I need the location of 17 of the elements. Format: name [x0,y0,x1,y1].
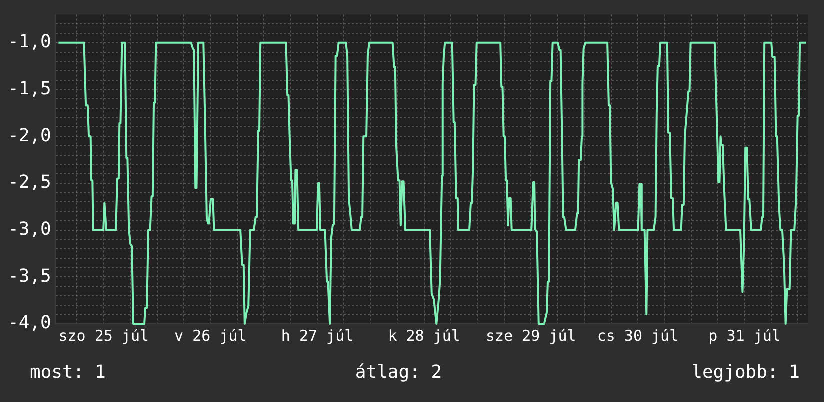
y-tick-label: -2,5 [8,172,52,194]
y-tick-label: -2,0 [8,125,52,146]
y-tick-label: -4,0 [8,312,52,334]
y-tick-label: -3,0 [8,218,52,240]
x-tick-label: cs 30 júl [597,326,679,345]
x-tick-label: p 31 júl [708,326,781,345]
x-tick-label: h 27 júl [281,326,354,345]
text: most: 1 [30,362,106,383]
text: átlag: 2 [355,362,442,383]
y-tick-label: -1,0 [8,32,52,53]
y-tick-label: -3,5 [8,266,52,287]
y-tick-label: -1,5 [8,78,52,100]
x-tick-label: v 26 júl [174,326,247,345]
x-tick-label: sze 29 júl [486,326,576,345]
x-tick-label: szo 25 júl [58,326,150,345]
text: legjobb: 1 [692,362,800,383]
x-tick-label: k 28 júl [388,326,460,345]
